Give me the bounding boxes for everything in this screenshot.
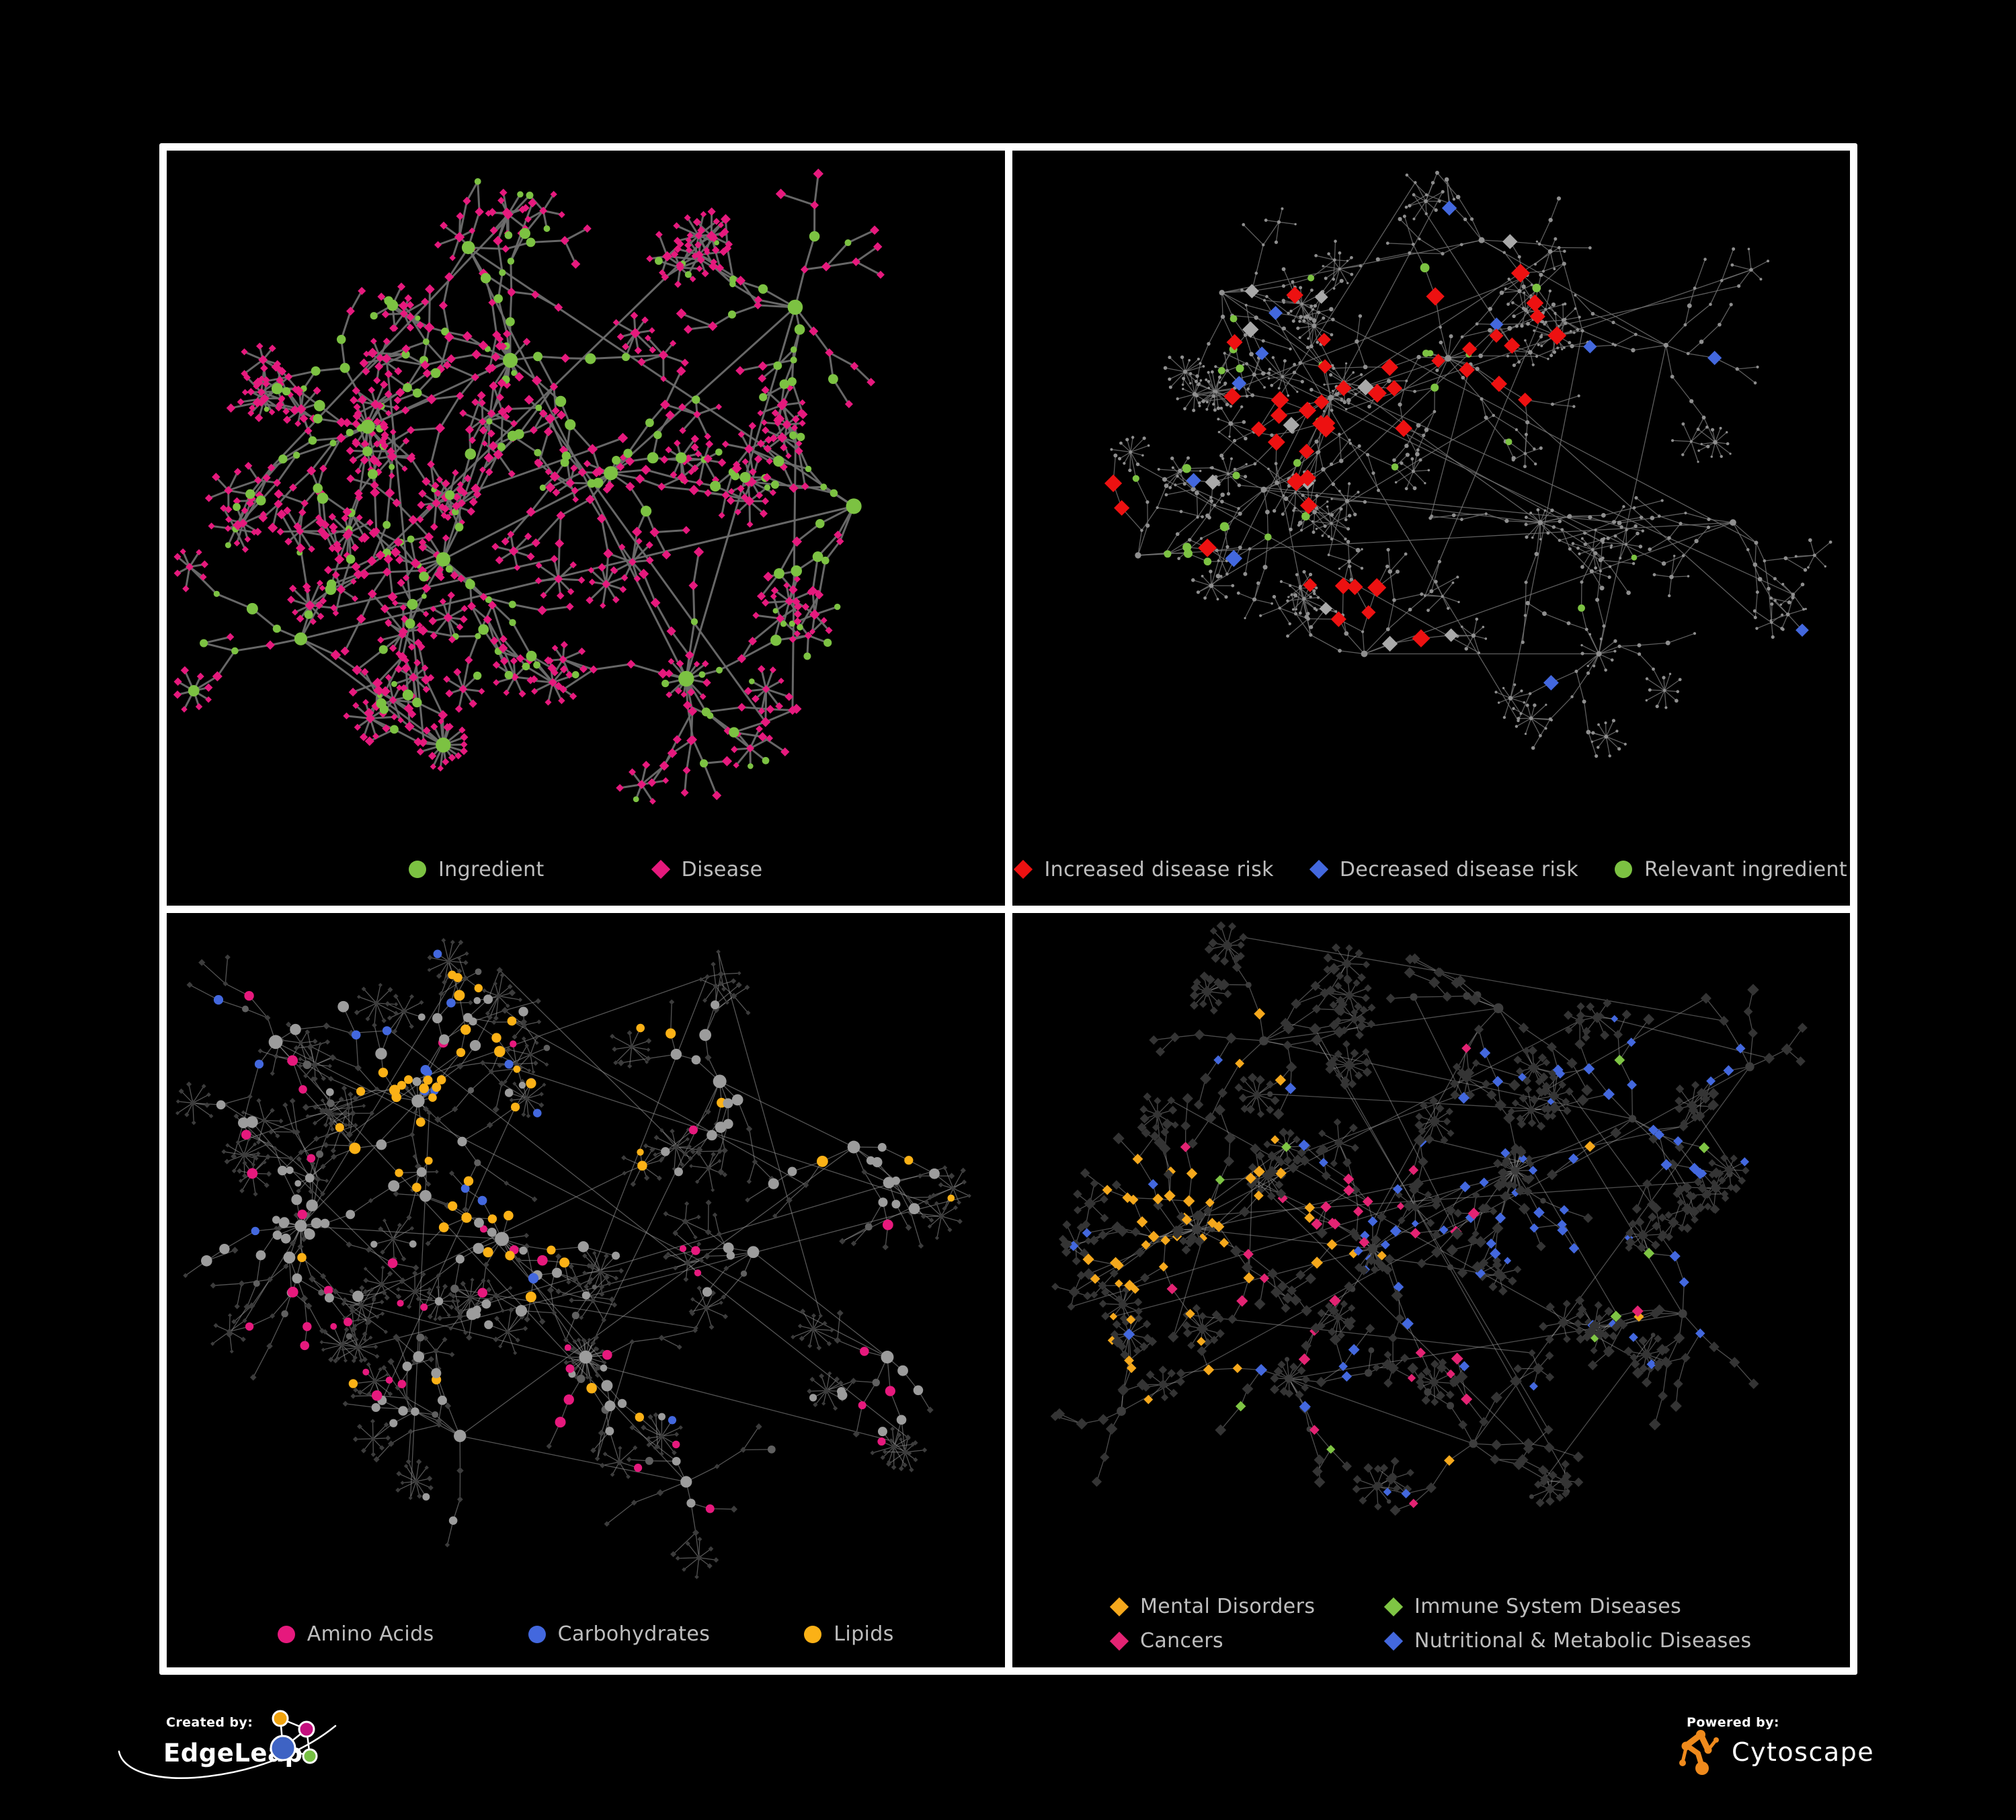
diamond-marker-icon (1014, 860, 1033, 879)
panel-legend: Increased disease risk Decreased disease … (1012, 858, 1851, 881)
panel-legend: Mental Disorders Immune System Diseases Ca… (1012, 1595, 1851, 1653)
diamond-marker-icon (1110, 1631, 1129, 1650)
legend-item-lipids: Lipids (804, 1622, 894, 1646)
legend-item-mental-disorders: Mental Disorders (1111, 1595, 1385, 1618)
panel-ingredient-disease: Ingredient Disease (167, 151, 1005, 906)
legend-label: Amino Acids (307, 1622, 434, 1646)
panel-legend: Amino Acids Carbohydrates Lipids (167, 1622, 1005, 1646)
legend-item-immune-system-diseases: Immune System Diseases (1385, 1595, 1752, 1618)
disease-class-network (1012, 913, 1851, 1668)
legend-item-disease: Disease (652, 858, 763, 881)
edgeleap-logo-icon (111, 1704, 343, 1792)
legend-item-nutritional-metabolic-diseases: Nutritional & Metabolic Diseases (1385, 1629, 1752, 1653)
legend-item-carbohydrates: Carbohydrates (528, 1622, 711, 1646)
diamond-marker-icon (1384, 1597, 1403, 1616)
cytoscape-logo-icon (1678, 1728, 1722, 1779)
legend-item-amino-acids: Amino Acids (278, 1622, 434, 1646)
panel-nutrient-classes: Amino Acids Carbohydrates Lipids (167, 913, 1005, 1668)
diamond-marker-icon (1110, 1597, 1129, 1616)
circle-marker-icon (1615, 861, 1632, 878)
panel-disease-risk: Increased disease risk Decreased disease … (1012, 151, 1851, 906)
disease-risk-network (1012, 151, 1851, 906)
legend-label: Nutritional & Metabolic Diseases (1414, 1629, 1752, 1653)
network-panels-grid: Ingredient Disease Increased disease risk… (159, 143, 1857, 1675)
legend-label: Lipids (834, 1622, 894, 1646)
legend-label: Increased disease risk (1044, 858, 1273, 881)
ingredient-disease-network (167, 151, 1005, 906)
legend-item-increased-disease-risk: Increased disease risk (1014, 858, 1273, 881)
circle-marker-icon (528, 1626, 546, 1643)
legend-label: Decreased disease risk (1340, 858, 1578, 881)
diamond-marker-icon (651, 860, 670, 879)
circle-marker-icon (409, 861, 426, 878)
circle-marker-icon (278, 1626, 295, 1643)
cytoscape-wordmark: Cytoscape (1732, 1737, 1874, 1767)
legend-item-relevant-ingredient: Relevant ingredient (1615, 858, 1847, 881)
nutrient-class-network (167, 913, 1005, 1668)
diamond-marker-icon (1309, 860, 1328, 879)
legend-item-ingredient: Ingredient (409, 858, 545, 881)
circle-marker-icon (804, 1626, 821, 1643)
legend-item-cancers: Cancers (1111, 1629, 1385, 1653)
legend-label: Mental Disorders (1140, 1595, 1315, 1618)
legend-label: Cancers (1140, 1629, 1223, 1653)
panel-disease-classes: Mental Disorders Immune System Diseases Ca… (1012, 913, 1851, 1668)
legend-label: Relevant ingredient (1644, 858, 1847, 881)
legend-label: Disease (682, 858, 763, 881)
diamond-marker-icon (1384, 1631, 1403, 1650)
figure-canvas: Ingredient Disease Increased disease risk… (0, 0, 2016, 1820)
legend-item-decreased-disease-risk: Decreased disease risk (1310, 858, 1578, 881)
legend-label: Immune System Diseases (1414, 1595, 1681, 1618)
legend-label: Carbohydrates (558, 1622, 711, 1646)
legend-label: Ingredient (438, 858, 545, 881)
panel-legend: Ingredient Disease (167, 858, 1005, 881)
